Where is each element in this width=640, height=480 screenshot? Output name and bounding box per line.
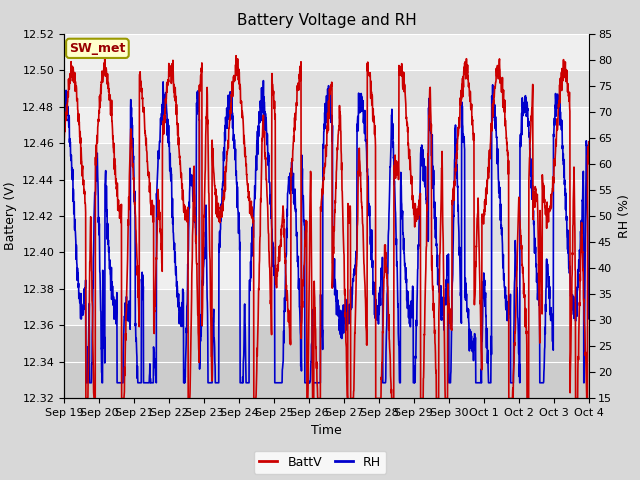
Title: Battery Voltage and RH: Battery Voltage and RH <box>237 13 416 28</box>
Bar <box>64 325 589 362</box>
Y-axis label: RH (%): RH (%) <box>618 194 630 238</box>
Bar <box>64 289 589 325</box>
Bar <box>64 252 589 289</box>
Legend: BattV, RH: BattV, RH <box>253 451 387 474</box>
Text: SW_met: SW_met <box>69 42 125 55</box>
Bar <box>64 107 589 143</box>
Bar <box>64 216 589 252</box>
Bar <box>64 143 589 180</box>
Bar <box>64 34 589 70</box>
Y-axis label: Battery (V): Battery (V) <box>4 182 17 250</box>
Bar <box>64 362 589 398</box>
X-axis label: Time: Time <box>311 424 342 437</box>
Bar <box>64 70 589 107</box>
Bar <box>64 180 589 216</box>
